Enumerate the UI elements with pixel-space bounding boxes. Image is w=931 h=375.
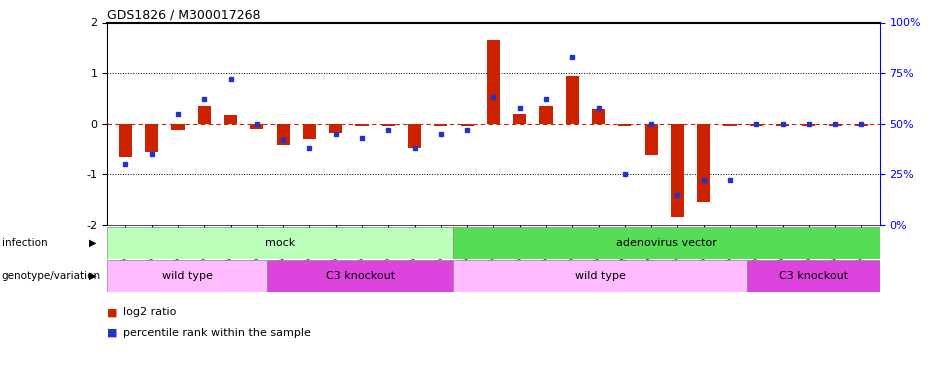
Bar (855, 124, 868, 126)
Bar (747, 260, 880, 292)
Bar (461, 124, 474, 126)
Bar (107, 260, 267, 292)
Text: percentile rank within the sample: percentile rank within the sample (123, 328, 311, 338)
Bar (107, 227, 453, 259)
Bar (382, 124, 395, 126)
Bar (513, 114, 526, 124)
Bar (539, 106, 553, 124)
Text: adenovirus vector: adenovirus vector (616, 238, 717, 248)
Text: log2 ratio: log2 ratio (123, 308, 176, 317)
Bar (829, 124, 842, 126)
Bar (453, 260, 747, 292)
Text: ▶: ▶ (89, 238, 97, 248)
Bar (330, 124, 343, 133)
Text: wild type: wild type (574, 271, 626, 281)
Bar (171, 124, 184, 130)
Text: genotype/variation: genotype/variation (2, 271, 101, 281)
Text: GDS1826 / M300017268: GDS1826 / M300017268 (107, 8, 261, 21)
Text: C3 knockout: C3 knockout (778, 271, 848, 281)
Text: ■: ■ (107, 328, 117, 338)
Bar (197, 106, 211, 124)
Bar (267, 260, 453, 292)
Bar (723, 124, 736, 126)
Bar (277, 124, 290, 145)
Bar (145, 124, 158, 152)
Bar (250, 124, 263, 129)
Text: ▶: ▶ (89, 271, 97, 281)
Bar (697, 124, 710, 202)
Bar (453, 227, 880, 259)
Text: infection: infection (2, 238, 47, 248)
Bar (434, 124, 448, 126)
Bar (224, 115, 237, 124)
Bar (671, 124, 684, 218)
Text: wild type: wild type (162, 271, 212, 281)
Text: mock: mock (265, 238, 295, 248)
Bar (618, 124, 631, 126)
Bar (487, 40, 500, 124)
Text: ■: ■ (107, 308, 117, 317)
Bar (592, 109, 605, 124)
Bar (566, 76, 579, 124)
Bar (408, 124, 421, 148)
Bar (749, 124, 762, 126)
Bar (356, 124, 369, 126)
Text: C3 knockout: C3 knockout (326, 271, 395, 281)
Bar (776, 124, 789, 126)
Bar (119, 124, 132, 157)
Bar (803, 124, 816, 126)
Bar (303, 124, 316, 139)
Bar (644, 124, 657, 155)
